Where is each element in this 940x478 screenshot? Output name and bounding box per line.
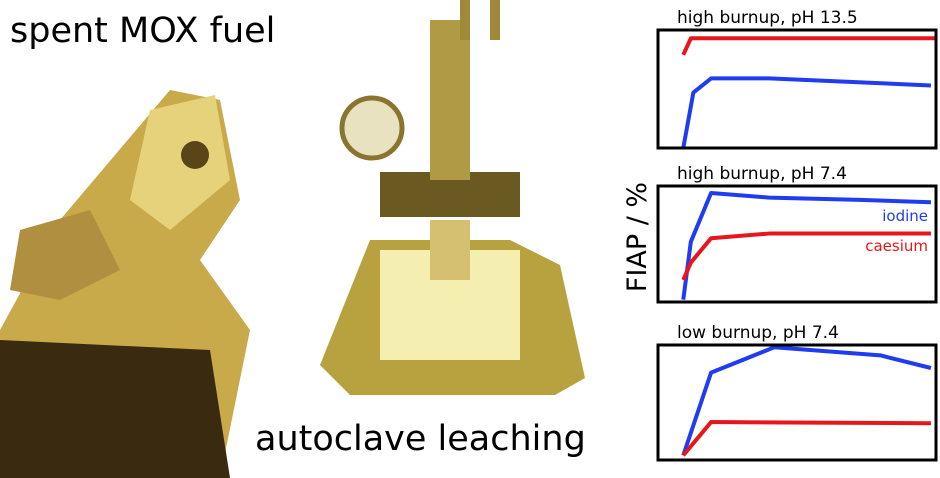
data-line [681,420,931,457]
chart-title: low burnup, pH 7.4 [677,323,839,343]
chart-frame [656,184,938,304]
data-line [681,76,932,149]
y-axis-label: FIAP / % [622,182,653,292]
data-line [681,190,932,300]
data-line [681,231,931,281]
chart-title: high burnup, pH 13.5 [677,8,858,28]
chart-frame [656,343,938,462]
legend-label: iodine [882,207,928,225]
legend-label: caesium [865,237,928,255]
autoclave-photo [320,0,585,395]
center-caption: autoclave leaching [255,419,586,459]
chart-title: high burnup, pH 7.4 [677,164,847,184]
gripper-photo [0,90,250,478]
data-line [681,36,936,56]
data-line [681,345,932,457]
chart-frame [656,28,938,150]
left-caption: spent MOX fuel [10,11,275,51]
